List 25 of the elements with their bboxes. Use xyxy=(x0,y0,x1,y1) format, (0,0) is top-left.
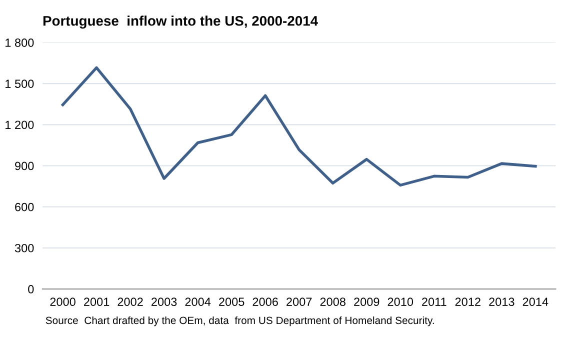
line-series xyxy=(61,66,537,187)
y-tick-label: 300 xyxy=(14,244,34,252)
x-tick-label: 2009 xyxy=(354,298,380,306)
y-tick-label: 0 xyxy=(28,285,34,294)
source-note: Source Chart drafted by the OEm, data from US Department of Homeland Security. xyxy=(46,316,434,326)
x-tick-label: 2000 xyxy=(50,298,76,306)
x-tick-label: 2007 xyxy=(286,298,312,306)
x-tick-label: 2010 xyxy=(388,298,414,306)
x-tick-label: 2005 xyxy=(219,298,244,306)
x-tick-label: 2008 xyxy=(320,298,346,306)
y-tick-label: 1 800 xyxy=(6,38,34,47)
x-tick-label: 2014 xyxy=(522,298,548,306)
x-tick-label: 2002 xyxy=(118,298,143,306)
y-tick-label: 900 xyxy=(15,162,34,170)
x-tick-label: 2004 xyxy=(185,298,211,306)
y-tick-label: 1 200 xyxy=(6,120,34,130)
y-tick-label: 600 xyxy=(15,202,34,212)
x-tick-label: 2001 xyxy=(84,298,110,306)
chart-title: Portuguese inflow into the US, 2000-2014 xyxy=(43,16,318,29)
x-tick-label: 2003 xyxy=(152,298,177,306)
x-tick-label: 2006 xyxy=(252,298,278,306)
x-tick-label: 2011 xyxy=(422,298,446,306)
x-tick-label: 2012 xyxy=(455,298,480,306)
y-tick-label: 1 500 xyxy=(6,80,34,88)
x-tick-label: 2013 xyxy=(489,298,514,306)
